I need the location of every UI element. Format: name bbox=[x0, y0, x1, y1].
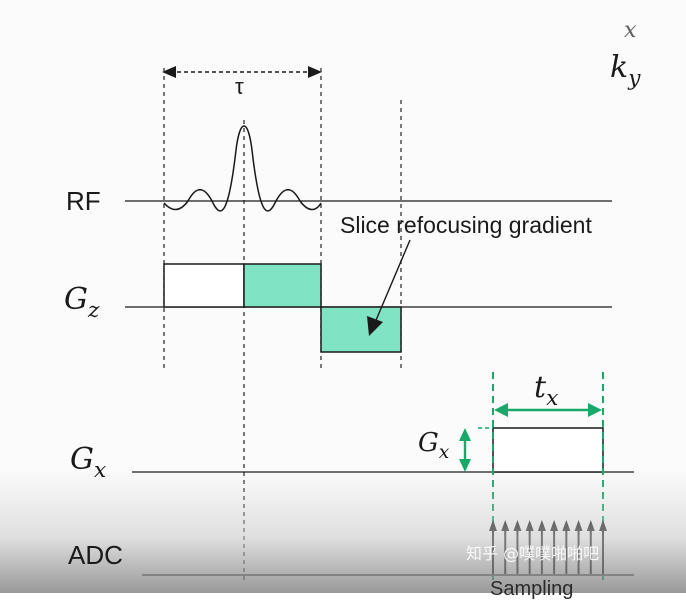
gx-label: Gx bbox=[70, 442, 107, 483]
gz-label: Gz bbox=[64, 282, 100, 323]
ky-label: ky bbox=[610, 50, 641, 91]
gx-readout-lobe bbox=[492, 427, 604, 473]
watermark: 知乎 @噗噗啪啪吧 bbox=[466, 544, 600, 563]
annotation-arrowhead bbox=[367, 316, 383, 336]
gx-amp-arrowhead-top bbox=[459, 428, 471, 441]
annotation-arrow bbox=[373, 239, 411, 326]
tau-arrowhead-left bbox=[162, 66, 176, 78]
tau-arrowhead-right bbox=[308, 66, 322, 78]
adc-label: ADC bbox=[68, 540, 123, 570]
tau-label: τ bbox=[235, 74, 244, 99]
sampling-partial-label: Sampling bbox=[490, 578, 574, 600]
bottom-shading bbox=[0, 470, 686, 593]
rf-label: RF bbox=[66, 186, 101, 216]
tx-arrowhead-right bbox=[588, 403, 602, 417]
gz-shaded-half bbox=[243, 263, 322, 308]
gx-amp-arrowhead-bottom bbox=[459, 459, 471, 472]
top-partial-label: x bbox=[624, 18, 637, 43]
gz-refocusing-lobe bbox=[320, 306, 402, 353]
gz-slice-select-lobe bbox=[163, 263, 245, 308]
gx-amplitude-label: Gx bbox=[418, 428, 450, 463]
tx-label: tx bbox=[534, 370, 559, 411]
tx-arrowhead-left bbox=[494, 403, 508, 417]
rf-sinc-pulse bbox=[163, 125, 322, 212]
slice-refocusing-annotation: Slice refocusing gradient bbox=[340, 212, 592, 238]
